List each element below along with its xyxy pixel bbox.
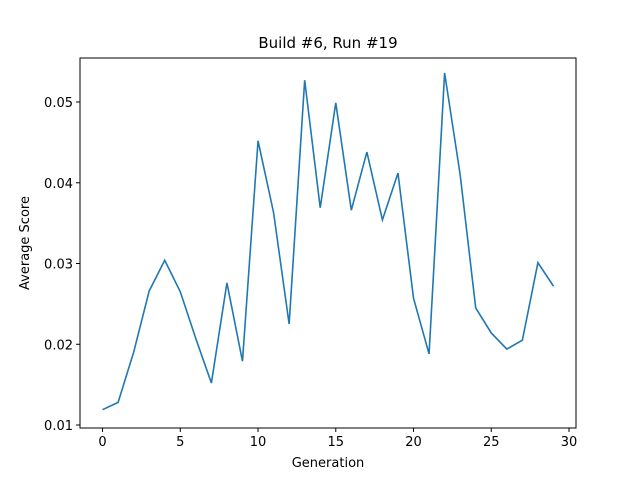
y-tick-label: 0.04 <box>44 177 73 192</box>
x-tick-label: 25 <box>483 435 500 450</box>
x-tick-label: 10 <box>250 435 267 450</box>
plot-frame <box>79 57 577 429</box>
x-axis-label: Generation <box>292 456 365 471</box>
x-tick-label: 0 <box>98 435 106 450</box>
x-tick-label: 5 <box>176 435 184 450</box>
y-axis-label: Average Score <box>18 196 33 290</box>
x-tick-label: 15 <box>328 435 345 450</box>
y-tick-label: 0.01 <box>44 419 73 434</box>
x-tick-label: 30 <box>561 435 578 450</box>
chart-title: Build #6, Run #19 <box>258 34 397 52</box>
y-tick-label: 0.03 <box>44 258 73 273</box>
y-tick-label: 0.02 <box>44 338 73 353</box>
x-tick-label: 20 <box>405 435 422 450</box>
y-tick-label: 0.05 <box>44 96 73 111</box>
line-series <box>102 72 555 411</box>
